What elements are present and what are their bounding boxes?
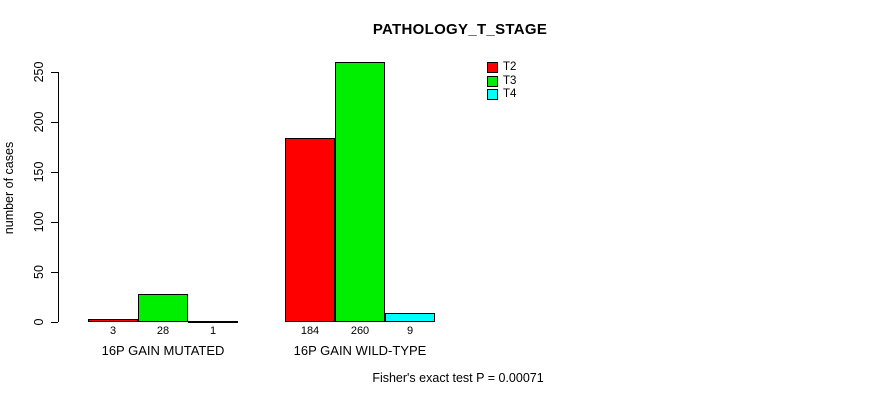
y-axis-tick-label: 250: [32, 61, 46, 83]
bar-value-label: 184: [300, 325, 320, 337]
y-axis-label: number of cases: [2, 141, 16, 235]
bar-value-label: 28: [156, 325, 170, 337]
legend-swatch-t2: [487, 62, 498, 74]
y-axis-tick-label: 150: [32, 161, 46, 183]
bar-t2-2: [285, 138, 335, 322]
legend: T2 T3 T4: [487, 61, 516, 102]
legend-label: T4: [503, 88, 517, 101]
bar-t4-2: [385, 313, 435, 322]
y-axis-tick: [51, 122, 58, 123]
legend-label: T3: [503, 74, 517, 87]
fisher-test-annotation: Fisher's exact test P = 0.00071: [372, 371, 544, 385]
y-axis-tick-label: 50: [32, 265, 46, 279]
y-axis-tick: [51, 272, 58, 273]
bar-value-label: 260: [350, 325, 370, 337]
category-label: 16P GAIN WILD-TYPE: [293, 343, 427, 358]
bar-t3-1: [138, 294, 188, 322]
legend-row: T3: [487, 75, 516, 89]
legend-row: T2: [487, 61, 516, 75]
legend-swatch-t3: [487, 75, 498, 87]
legend-swatch-t4: [487, 89, 498, 101]
legend-row: T4: [487, 88, 516, 102]
y-axis-tick: [51, 172, 58, 173]
category-label: 16P GAIN MUTATED: [101, 343, 225, 358]
bar-t3-2: [335, 62, 385, 322]
bar-t2-1: [88, 319, 138, 322]
y-axis-tick: [51, 322, 58, 323]
y-axis-tick: [51, 72, 58, 73]
y-axis-tick-label: 200: [32, 111, 46, 133]
y-axis-tick: [51, 222, 58, 223]
bar-value-label: 3: [109, 325, 117, 337]
y-axis-line: [58, 72, 59, 322]
bar-value-label: 9: [406, 325, 414, 337]
y-axis-tick-label: 0: [32, 318, 46, 326]
legend-label: T2: [503, 61, 517, 74]
bar-value-label: 1: [209, 325, 217, 337]
y-axis-tick-label: 100: [32, 211, 46, 233]
chart-title: PATHOLOGY_T_STAGE: [372, 21, 548, 38]
bar-t4-1: [188, 321, 238, 323]
